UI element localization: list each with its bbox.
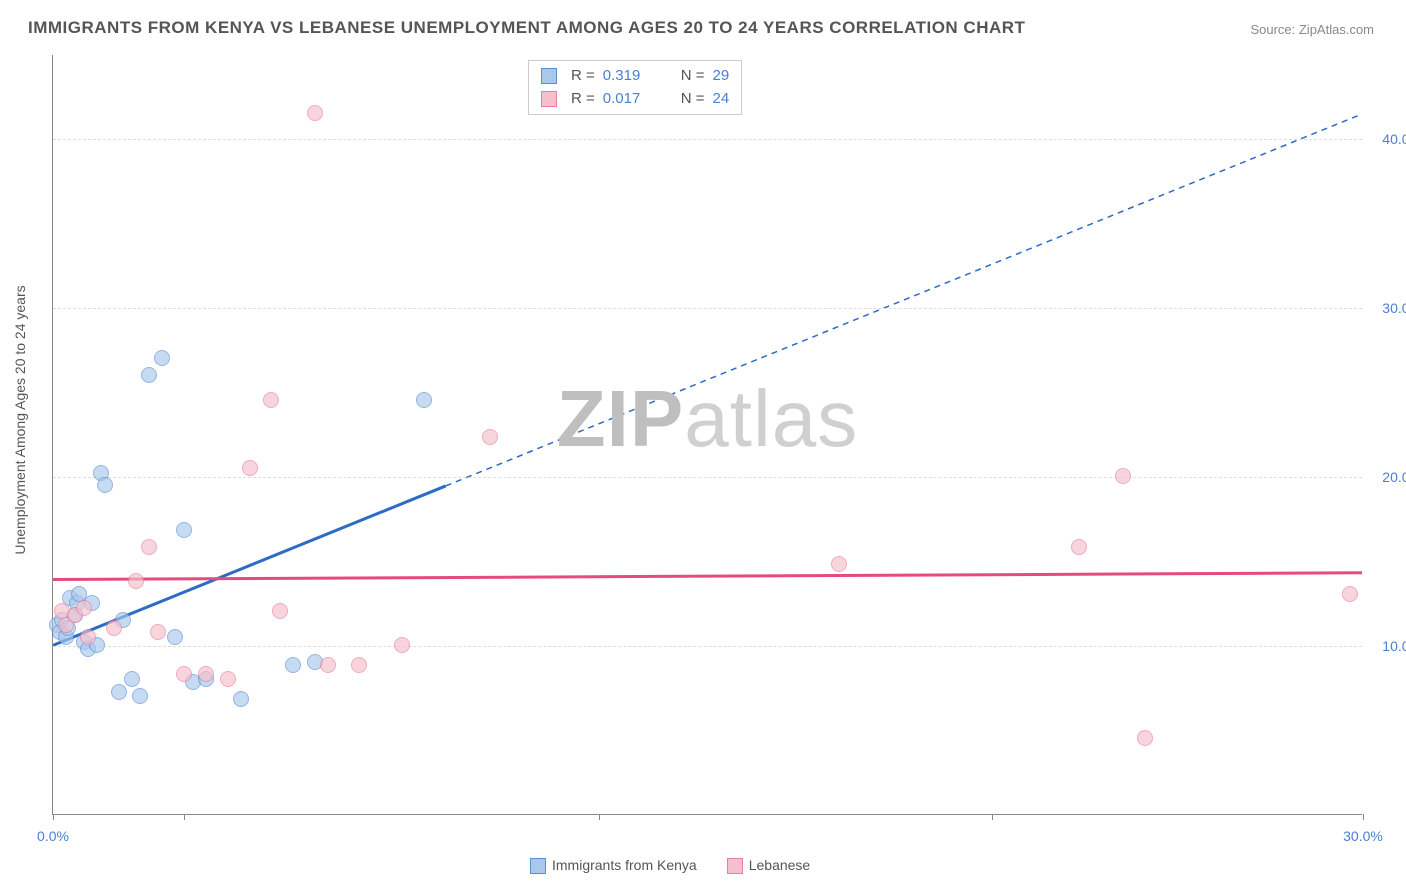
data-point [1137, 730, 1153, 746]
gridline [53, 308, 1362, 309]
legend-row: R = 0.319 N = 29 [541, 65, 729, 88]
n-label: N = [681, 65, 705, 88]
data-point [106, 620, 122, 636]
data-point [1115, 468, 1131, 484]
legend-swatch [541, 68, 557, 84]
y-tick-label: 10.0% [1382, 638, 1406, 654]
data-point [285, 657, 301, 673]
trend-lines-svg [53, 55, 1362, 814]
data-point [272, 603, 288, 619]
legend-row: R = 0.017 N = 24 [541, 88, 729, 111]
gridline [53, 646, 1362, 647]
watermark-bold: ZIP [557, 374, 684, 463]
y-tick-label: 20.0% [1382, 469, 1406, 485]
data-point [351, 657, 367, 673]
data-point [198, 666, 214, 682]
data-point [111, 684, 127, 700]
data-point [394, 637, 410, 653]
series-legend: Immigrants from Kenya Lebanese [530, 857, 810, 874]
watermark-light: atlas [684, 374, 858, 463]
chart-title: IMMIGRANTS FROM KENYA VS LEBANESE UNEMPL… [28, 18, 1025, 38]
legend-item: Immigrants from Kenya [530, 857, 697, 874]
legend-swatch [541, 91, 557, 107]
y-tick-label: 40.0% [1382, 131, 1406, 147]
n-value: 24 [713, 88, 730, 111]
r-value: 0.017 [603, 88, 653, 111]
r-label: R = [571, 65, 595, 88]
data-point [167, 629, 183, 645]
data-point [132, 688, 148, 704]
data-point [1342, 586, 1358, 602]
data-point [76, 600, 92, 616]
r-label: R = [571, 88, 595, 111]
data-point [141, 367, 157, 383]
data-point [97, 477, 113, 493]
correlation-legend: R = 0.319 N = 29 R = 0.017 N = 24 [528, 60, 742, 115]
legend-label: Lebanese [749, 857, 811, 873]
gridline [53, 139, 1362, 140]
n-value: 29 [713, 65, 730, 88]
y-axis-label: Unemployment Among Ages 20 to 24 years [12, 285, 28, 554]
n-label: N = [681, 88, 705, 111]
legend-label: Immigrants from Kenya [552, 857, 697, 873]
data-point [220, 671, 236, 687]
watermark-text: ZIPatlas [557, 373, 858, 465]
data-point [831, 556, 847, 572]
legend-swatch [727, 858, 743, 874]
gridline [53, 477, 1362, 478]
data-point [150, 624, 166, 640]
data-point [307, 105, 323, 121]
x-tick [599, 814, 600, 820]
x-tick [184, 814, 185, 820]
data-point [154, 350, 170, 366]
x-tick-label: 30.0% [1343, 828, 1383, 844]
r-value: 0.319 [603, 65, 653, 88]
data-point [416, 392, 432, 408]
data-point [482, 429, 498, 445]
data-point [242, 460, 258, 476]
source-attribution: Source: ZipAtlas.com [1250, 22, 1374, 37]
chart-plot-area: ZIPatlas R =0.319N =29R =0.017N =24 10.0… [52, 55, 1362, 815]
data-point [320, 657, 336, 673]
y-tick-label: 30.0% [1382, 300, 1406, 316]
data-point [1071, 539, 1087, 555]
data-point [128, 573, 144, 589]
x-tick [992, 814, 993, 820]
legend-item: Lebanese [727, 857, 811, 874]
data-point [176, 522, 192, 538]
x-tick [53, 814, 54, 820]
data-point [233, 691, 249, 707]
x-tick-label: 0.0% [37, 828, 69, 844]
data-point [141, 539, 157, 555]
data-point [176, 666, 192, 682]
data-point [263, 392, 279, 408]
x-tick [1363, 814, 1364, 820]
data-point [124, 671, 140, 687]
data-point [80, 629, 96, 645]
legend-swatch [530, 858, 546, 874]
